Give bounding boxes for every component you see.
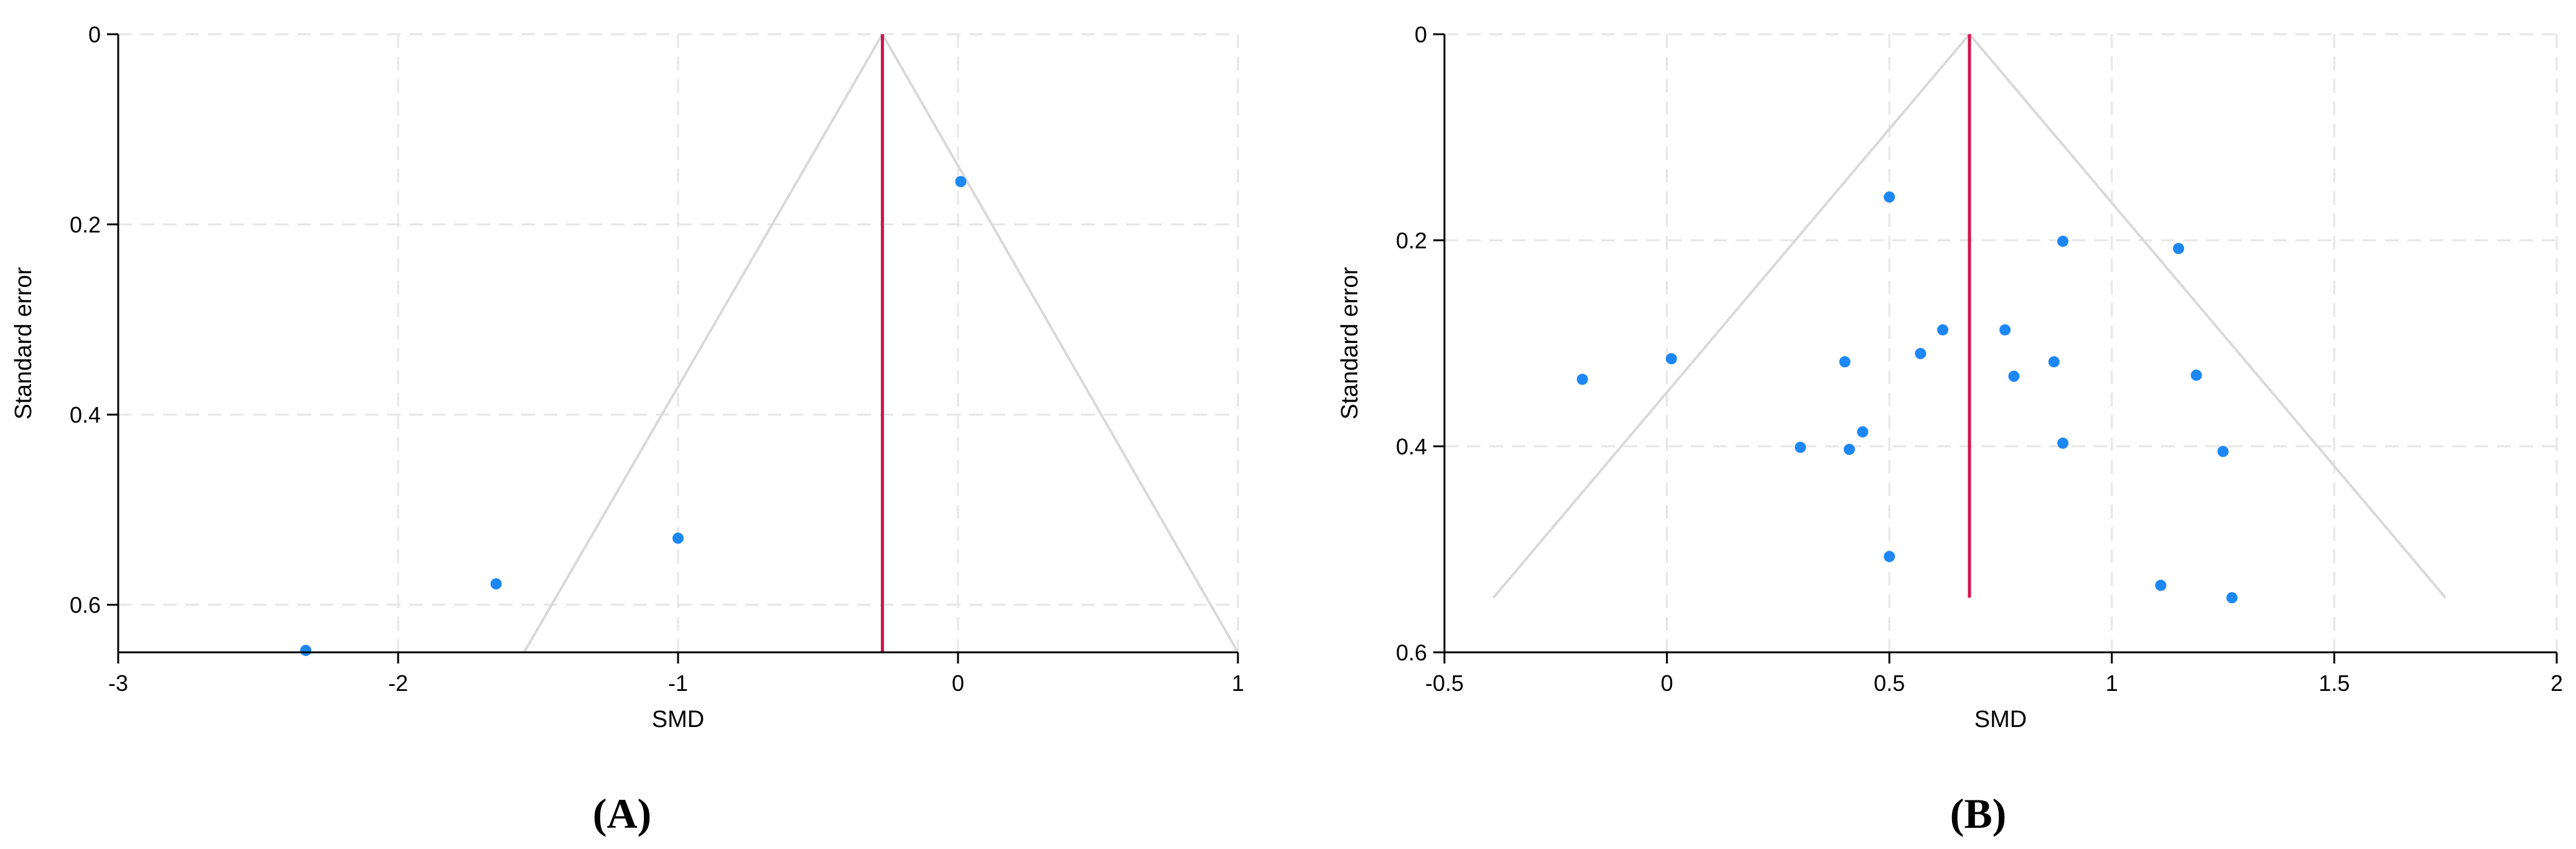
x-tick-label: 2 xyxy=(2550,670,2563,696)
y-axis-title: Standard error xyxy=(1337,267,1363,420)
y-tick-label: 0.2 xyxy=(70,212,101,238)
y-tick-label: 0.6 xyxy=(1396,640,1427,665)
x-tick-label: -3 xyxy=(108,670,128,696)
y-tick-label: 0.2 xyxy=(1396,228,1427,253)
study-point xyxy=(2173,243,2185,255)
study-point xyxy=(1884,551,1895,563)
study-point xyxy=(1795,441,1806,453)
funnel-left-line xyxy=(523,33,884,654)
study-point xyxy=(1884,191,1895,203)
study-point xyxy=(300,644,312,656)
study-point xyxy=(1857,426,1869,438)
x-tick-label: 0 xyxy=(1661,670,1673,696)
x-axis-title: SMD xyxy=(652,706,704,733)
panel-label: (B) xyxy=(1950,790,2007,837)
study-point xyxy=(672,532,684,544)
y-tick-label: 0 xyxy=(1415,22,1427,47)
study-point xyxy=(1915,348,1927,360)
y-axis-title: Standard error xyxy=(11,267,37,420)
funnel-right-line xyxy=(1968,33,2447,599)
study-point xyxy=(490,578,502,590)
study-point xyxy=(2008,370,2020,382)
study-point xyxy=(2155,579,2167,591)
x-tick-label: 1 xyxy=(1232,670,1244,696)
study-point xyxy=(2217,446,2229,457)
panel-label: (A) xyxy=(593,790,651,837)
x-axis-title: SMD xyxy=(1974,706,2027,733)
x-tick-label: 1.5 xyxy=(2318,670,2350,696)
y-tick-label: 0.4 xyxy=(70,402,101,428)
y-tick-label: 0.6 xyxy=(70,593,101,618)
x-tick-label: 0.5 xyxy=(1874,670,1905,696)
x-tick-label: -1 xyxy=(668,670,688,696)
study-point xyxy=(1937,324,1949,335)
funnel-right-line xyxy=(881,34,1239,653)
study-point xyxy=(1576,373,1588,385)
study-point xyxy=(2057,235,2069,247)
study-point xyxy=(1839,356,1851,368)
x-tick-label: -0.5 xyxy=(1425,670,1464,696)
study-point xyxy=(2057,438,2069,449)
study-point xyxy=(1843,443,1855,455)
x-tick-label: -2 xyxy=(388,670,408,696)
x-tick-label: 0 xyxy=(952,670,964,696)
study-point xyxy=(1999,324,2011,335)
study-point xyxy=(1665,353,1677,365)
x-tick-label: 1 xyxy=(2106,670,2118,696)
study-point xyxy=(955,176,967,187)
funnel-left-line xyxy=(1492,33,1971,599)
study-point xyxy=(2048,356,2060,368)
y-tick-label: 0 xyxy=(88,22,101,47)
y-tick-label: 0.4 xyxy=(1396,434,1427,459)
funnel-plot-panel-b: -0.5 0 0.5 1 1.5 2 0 0.2 0.4 0.6 SMD Standard error… xyxy=(1337,22,2563,837)
study-point xyxy=(2190,369,2202,381)
study-point xyxy=(2226,592,2238,604)
funnel-plot-panel-a: -3 -2 -1 0 1 0 0.2 0.4 0.6 SMD Standard error (A) xyxy=(11,22,1244,837)
